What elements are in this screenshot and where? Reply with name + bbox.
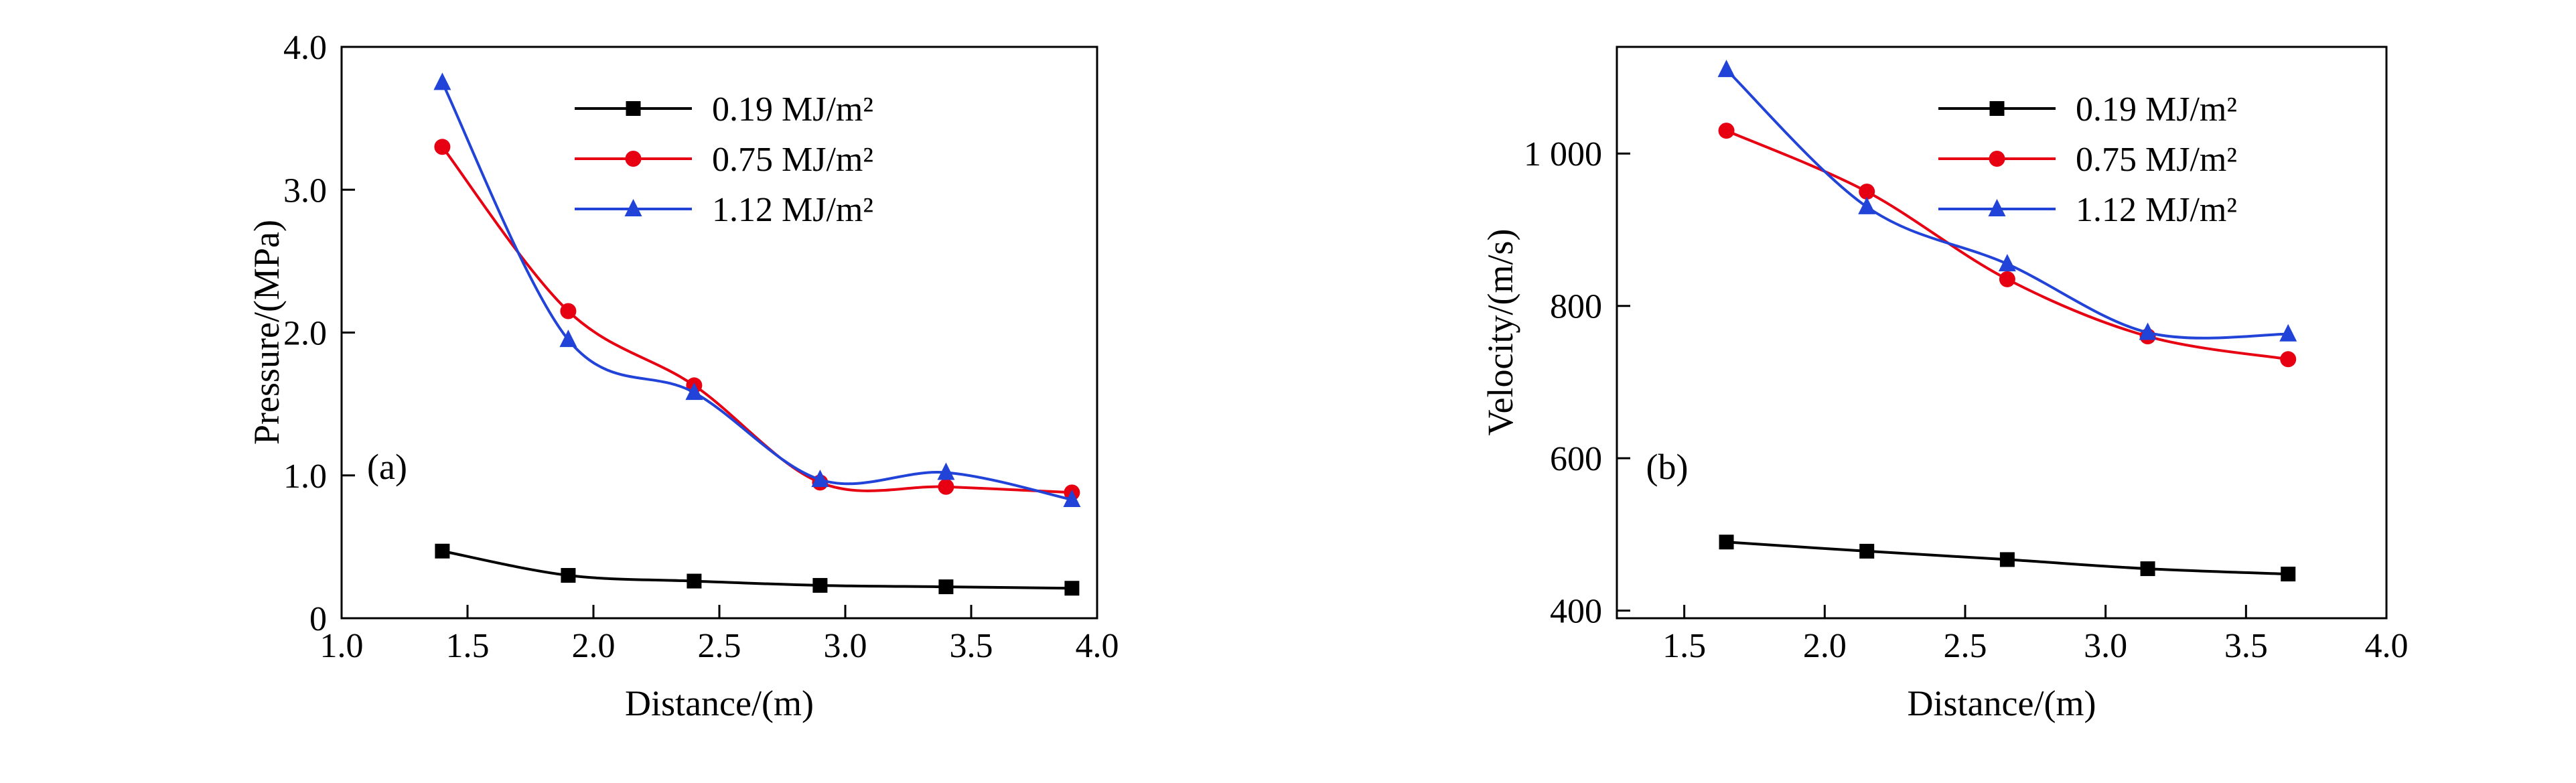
marker-square-icon bbox=[1064, 581, 1080, 596]
marker-square-icon bbox=[938, 579, 954, 595]
marker-square-icon bbox=[435, 543, 450, 559]
chart-a-legend-label: 0.75 MJ/m² bbox=[712, 141, 873, 179]
marker-circle-icon bbox=[1859, 184, 1875, 200]
marker-square-icon bbox=[2140, 561, 2155, 577]
marker-circle-icon bbox=[2280, 351, 2297, 368]
chart-a-legend-label: 0.19 MJ/m² bbox=[712, 90, 873, 129]
marker-triangle-icon bbox=[685, 382, 703, 401]
marker-square-icon bbox=[2281, 567, 2296, 582]
chart-a-y-tick-label: 0 bbox=[309, 600, 327, 638]
marker-triangle-icon bbox=[433, 72, 451, 90]
chart-a-series-line bbox=[441, 549, 1074, 590]
marker-triangle-icon bbox=[1998, 254, 2016, 272]
chart-b-panel-label: (b) bbox=[1646, 447, 1689, 487]
marker-square-icon bbox=[1719, 535, 1734, 550]
chart-b-x-tick-label: 3.0 bbox=[2084, 627, 2127, 665]
chart-a-x-tick-label: 2.5 bbox=[698, 627, 741, 665]
marker-square-icon bbox=[561, 568, 576, 583]
marker-square-icon bbox=[812, 577, 828, 593]
chart-b-legend-label: 0.75 MJ/m² bbox=[2076, 141, 2237, 179]
marker-triangle-icon bbox=[1063, 490, 1081, 508]
chart-a-x-tick-label: 1.5 bbox=[446, 627, 490, 665]
marker-triangle-icon bbox=[559, 330, 577, 348]
chart-a-ylabel: Pressure/(MPa) bbox=[246, 220, 287, 445]
chart-b-ylabel: Velocity/(m/s) bbox=[1480, 228, 1520, 436]
chart-b-y-tick-label: 1 000 bbox=[1524, 135, 1602, 173]
chart-a-panel-label: (a) bbox=[367, 447, 407, 487]
chart-b-legend-label: 1.12 MJ/m² bbox=[2076, 191, 2237, 229]
chart-b-series-line bbox=[1725, 68, 2290, 340]
chart-a-y-tick-label: 1.0 bbox=[283, 457, 327, 496]
chart-b-y-tick-label: 600 bbox=[1550, 440, 1602, 478]
chart-b-x-tick-label: 1.5 bbox=[1662, 627, 1706, 665]
chart-a-axis-frame bbox=[340, 46, 1098, 620]
marker-triangle-icon bbox=[2279, 324, 2297, 342]
chart-a-x-tick-label: 3.0 bbox=[824, 627, 867, 665]
chart-a-x-tick-label: 4.0 bbox=[1076, 627, 1119, 665]
chart-b-legend-label: 0.19 MJ/m² bbox=[2076, 90, 2237, 129]
marker-triangle-icon bbox=[624, 199, 642, 216]
marker-circle-icon bbox=[625, 151, 642, 167]
marker-triangle-icon bbox=[811, 470, 829, 488]
chart-a-y-tick-label: 4.0 bbox=[283, 29, 327, 67]
marker-square-icon bbox=[1859, 543, 1875, 559]
marker-circle-icon bbox=[1718, 123, 1735, 139]
chart-a-y-tick-label: 2.0 bbox=[283, 315, 327, 353]
marker-triangle-icon bbox=[1858, 196, 1876, 214]
chart-a-y-tick-label: 3.0 bbox=[283, 171, 327, 210]
chart-a-legend-label: 1.12 MJ/m² bbox=[712, 191, 873, 229]
marker-circle-icon bbox=[1999, 271, 2015, 287]
marker-square-icon bbox=[687, 573, 702, 589]
chart-b-x-tick-label: 4.0 bbox=[2365, 627, 2409, 665]
chart-b-y-tick-label: 800 bbox=[1550, 288, 1602, 326]
chart-b-x-tick-label: 2.5 bbox=[1943, 627, 1987, 665]
chart-a-x-tick-label: 1.0 bbox=[320, 627, 364, 665]
marker-square-icon bbox=[626, 101, 641, 116]
marker-triangle-icon bbox=[2139, 322, 2157, 340]
marker-circle-icon bbox=[560, 303, 577, 319]
marker-triangle-icon bbox=[1717, 60, 1735, 78]
chart-b-x-tick-label: 2.0 bbox=[1803, 627, 1847, 665]
chart-a-x-tick-label: 2.0 bbox=[572, 627, 616, 665]
chart-a-x-tick-label: 3.5 bbox=[950, 627, 993, 665]
chart-b-x-tick-label: 3.5 bbox=[2224, 627, 2268, 665]
chart-b-axis-frame bbox=[1616, 46, 2388, 620]
marker-circle-icon bbox=[434, 139, 451, 155]
marker-triangle-icon bbox=[937, 462, 955, 480]
chart-b-xlabel: Distance/(m) bbox=[1907, 683, 2096, 723]
marker-triangle-icon bbox=[1988, 199, 2006, 216]
chart-b-y-tick-label: 400 bbox=[1550, 593, 1602, 631]
marker-square-icon bbox=[1999, 552, 2015, 567]
marker-square-icon bbox=[1989, 101, 2005, 116]
chart-a-xlabel: Distance/(m) bbox=[625, 683, 814, 723]
marker-circle-icon bbox=[938, 478, 954, 495]
marker-circle-icon bbox=[1989, 151, 2005, 167]
